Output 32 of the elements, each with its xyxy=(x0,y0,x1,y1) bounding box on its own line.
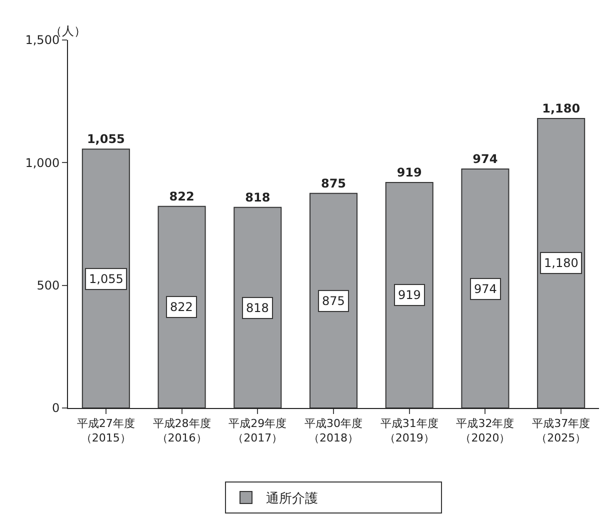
text: 818 xyxy=(246,301,269,315)
text: 875 xyxy=(322,294,345,308)
text: 875 xyxy=(320,176,346,190)
text: 822 xyxy=(170,300,193,314)
legend-label: 通所介護 xyxy=(266,492,318,507)
bar xyxy=(385,182,434,408)
x-tick-label: 平成29年度（2017） xyxy=(228,417,287,444)
text: 919 xyxy=(396,166,422,180)
x-tick-label: 平成32年度（2020） xyxy=(456,417,514,444)
text: 919 xyxy=(398,288,421,302)
text: 818 xyxy=(245,190,270,204)
text: 1,180 xyxy=(542,102,580,116)
text: 974 xyxy=(474,282,497,296)
bar xyxy=(461,168,510,408)
x-tick-label: 平成28年度（2016） xyxy=(152,417,211,444)
bar xyxy=(537,118,586,408)
bar xyxy=(234,206,282,408)
x-tick-label: 平成30年度（2018） xyxy=(304,417,362,444)
x-tick-label: 平成31年度（2019） xyxy=(380,417,438,444)
bar xyxy=(82,148,130,408)
text: 1,055 xyxy=(86,132,125,146)
y-tick-label: 0 xyxy=(52,401,60,416)
bar xyxy=(309,192,358,408)
text: 974 xyxy=(472,152,498,166)
text: 822 xyxy=(169,189,194,204)
text: 1,055 xyxy=(89,272,124,286)
y-tick-label: 1,000 xyxy=(25,156,60,170)
x-tick-label: 平成37年度（2025） xyxy=(532,417,590,444)
bar xyxy=(158,206,206,408)
text: 1,180 xyxy=(544,256,578,270)
x-tick-label: 平成27年度（2015） xyxy=(76,417,135,444)
y-tick-label: 500 xyxy=(36,278,60,293)
